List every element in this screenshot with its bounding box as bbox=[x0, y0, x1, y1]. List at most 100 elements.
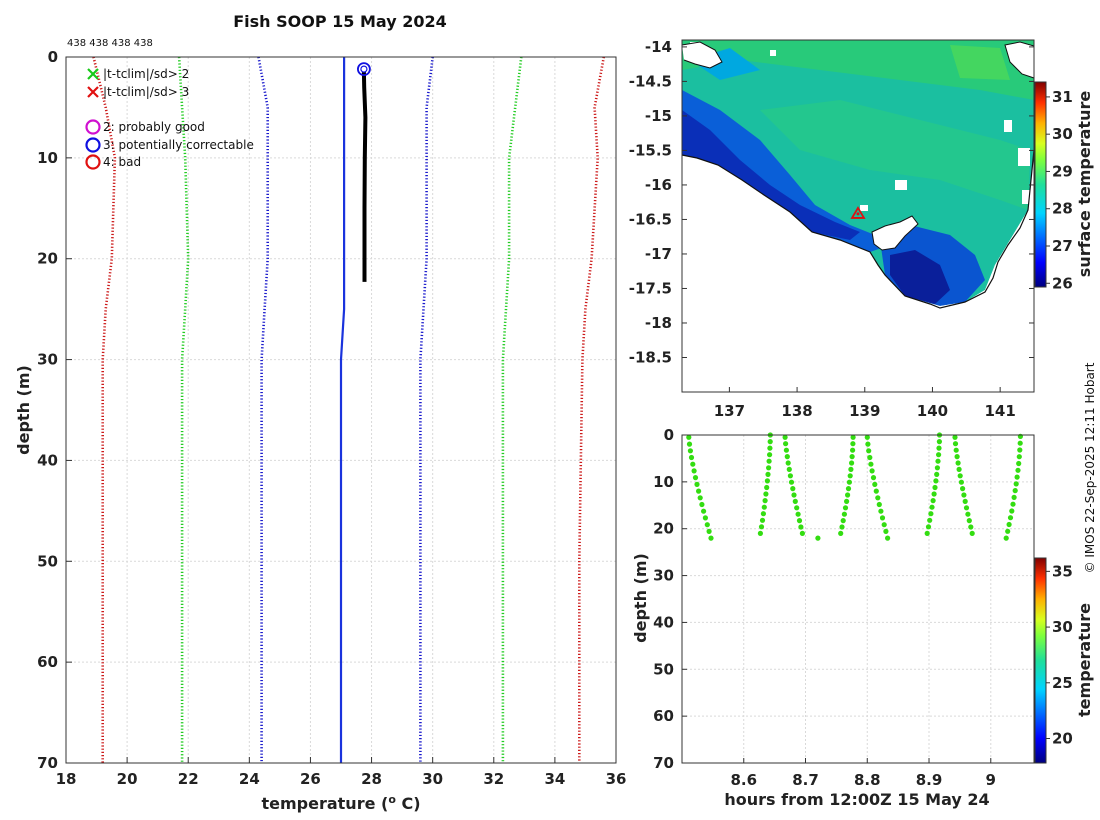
time-depth-point bbox=[686, 441, 693, 447]
time-depth-point bbox=[783, 441, 789, 447]
profile-ytick-label: 20 bbox=[37, 250, 58, 268]
time-depth-point bbox=[850, 447, 856, 453]
time-depth-colorbar-tick-label: 30 bbox=[1052, 618, 1073, 636]
map-sst-field bbox=[682, 40, 1034, 306]
profile-line-clim-1sd bbox=[257, 56, 270, 763]
legend-entry-label: |t-tclim|/sd> 3 bbox=[103, 85, 189, 99]
flag-marker-inner bbox=[360, 65, 368, 73]
time-depth-point bbox=[688, 454, 695, 461]
map-colorbar-label: surface temperature bbox=[1075, 91, 1094, 278]
time-depth-point bbox=[936, 445, 942, 451]
time-depth-point bbox=[868, 461, 874, 467]
time-depth-point bbox=[876, 501, 882, 508]
time-depth-point bbox=[696, 488, 702, 494]
time-depth-ytick-label: 70 bbox=[653, 754, 674, 772]
map-ytick-label: -16 bbox=[645, 176, 672, 194]
map-chart: 137 138 139 140 141 -14 -14.5 -15 -15.5 -16 -16.5 -… bbox=[629, 38, 1094, 420]
time-depth-point bbox=[794, 505, 800, 511]
map-colorbar bbox=[1034, 81, 1047, 288]
time-depth-point bbox=[1005, 528, 1011, 534]
profile-line-clim-mean bbox=[339, 57, 346, 763]
vessel-position-marker bbox=[850, 206, 866, 219]
profile-ytick-label: 50 bbox=[37, 552, 58, 570]
map-xtick-label: 140 bbox=[917, 402, 948, 420]
copyright-text: © IMOS 22-Sep-2025 12:11 Hobart bbox=[1083, 362, 1097, 573]
profile-ytick-label: 30 bbox=[37, 351, 58, 369]
map-colorbar-tick-label: 29 bbox=[1052, 162, 1073, 180]
time-depth-point bbox=[932, 484, 938, 491]
time-depth-point bbox=[849, 460, 855, 466]
profile-line-clim-2sd bbox=[177, 56, 190, 763]
time-depth-point bbox=[839, 524, 845, 530]
time-depth-point bbox=[798, 524, 804, 530]
legend-cross-marker bbox=[87, 86, 99, 98]
time-depth-ytick-label: 30 bbox=[653, 567, 674, 585]
time-depth-point bbox=[764, 478, 771, 484]
map-axes-box bbox=[681, 39, 1035, 393]
legend-entry-label: 3: potentially correctable bbox=[103, 138, 254, 152]
time-depth-ytick-label: 40 bbox=[653, 613, 674, 631]
time-depth-point bbox=[968, 524, 974, 530]
time-depth-point bbox=[799, 530, 806, 537]
time-depth-point bbox=[787, 473, 794, 479]
time-depth-point bbox=[924, 530, 930, 537]
time-depth-ticks: 8.6 8.7 8.8 8.9 9 0 10 20 30 40 50 60 70 bbox=[653, 426, 996, 789]
time-depth-points bbox=[686, 432, 1024, 541]
map-ytick-label: -18.5 bbox=[629, 348, 672, 366]
time-depth-point bbox=[872, 481, 878, 487]
time-depth-point bbox=[966, 518, 972, 524]
time-depth-point bbox=[845, 492, 851, 498]
time-depth-point bbox=[1017, 447, 1023, 453]
time-depth-colorbar-tick-label: 20 bbox=[1052, 729, 1073, 747]
map-xtick-label: 141 bbox=[984, 402, 1015, 420]
time-depth-xtick-label: 8.8 bbox=[854, 771, 881, 789]
time-depth-point bbox=[933, 478, 939, 484]
map-xtick-label: 139 bbox=[849, 402, 880, 420]
time-depth-point bbox=[786, 466, 792, 472]
time-depth-ytick-label: 10 bbox=[653, 473, 674, 491]
time-depth-point bbox=[865, 441, 871, 447]
time-depth-point bbox=[936, 452, 942, 458]
time-depth-point bbox=[930, 498, 936, 504]
time-depth-point bbox=[873, 488, 879, 494]
time-depth-point bbox=[1015, 467, 1021, 473]
time-depth-point bbox=[875, 495, 881, 501]
profile-ylabel: depth (m) bbox=[14, 365, 33, 455]
map-ticks: 137 138 139 140 141 -14 -14.5 -15 -15.5 -16 -16.5 -… bbox=[629, 38, 1034, 420]
time-depth-point bbox=[757, 530, 764, 537]
legend-entry-label: 4: bad bbox=[103, 155, 141, 169]
time-depth-point bbox=[928, 511, 934, 517]
map-colorbar-tick-label: 31 bbox=[1052, 88, 1073, 106]
map-ytick-label: -16.5 bbox=[629, 210, 672, 228]
time-depth-point bbox=[765, 471, 771, 477]
time-depth-point bbox=[764, 484, 770, 491]
time-depth-point bbox=[1017, 440, 1023, 446]
time-depth-point bbox=[1009, 508, 1015, 514]
map-colorbar-tick-label: 26 bbox=[1052, 274, 1073, 292]
time-depth-point bbox=[763, 491, 769, 497]
time-depth-point bbox=[925, 524, 932, 530]
time-depth-point bbox=[1012, 488, 1018, 494]
time-depth-point bbox=[1007, 515, 1014, 521]
profile-ticks: 18 20 22 24 26 28 30 32 34 36 0 10 20 30 40 50 60 70 bbox=[37, 48, 626, 788]
time-depth-point bbox=[760, 511, 767, 517]
profile-line-clim-1sd bbox=[419, 56, 434, 763]
time-depth-ytick-label: 0 bbox=[664, 426, 674, 444]
time-depth-colorbar-label: temperature bbox=[1075, 603, 1094, 717]
profile-xtick-label: 26 bbox=[300, 770, 321, 788]
time-depth-point bbox=[965, 511, 971, 517]
time-depth-point bbox=[1016, 454, 1022, 460]
profile-line-clim-3sd bbox=[577, 56, 606, 763]
map-colorbar-tick-label: 27 bbox=[1052, 237, 1073, 255]
time-depth-point bbox=[1016, 460, 1022, 467]
profile-ytick-label: 10 bbox=[37, 149, 58, 167]
legend-entry-label: |t-tclim|/sd> 2 bbox=[103, 67, 189, 81]
time-depth-point bbox=[867, 454, 873, 461]
time-depth-point bbox=[783, 447, 790, 453]
time-depth-point bbox=[870, 475, 877, 481]
time-depth-point bbox=[691, 468, 697, 474]
time-depth-colorbar-tick-label: 35 bbox=[1052, 562, 1073, 580]
time-depth-colorbar-ticks: 20 25 30 35 bbox=[1046, 562, 1073, 747]
time-depth-point bbox=[708, 535, 714, 541]
time-depth-ylabel: depth (m) bbox=[631, 553, 650, 643]
